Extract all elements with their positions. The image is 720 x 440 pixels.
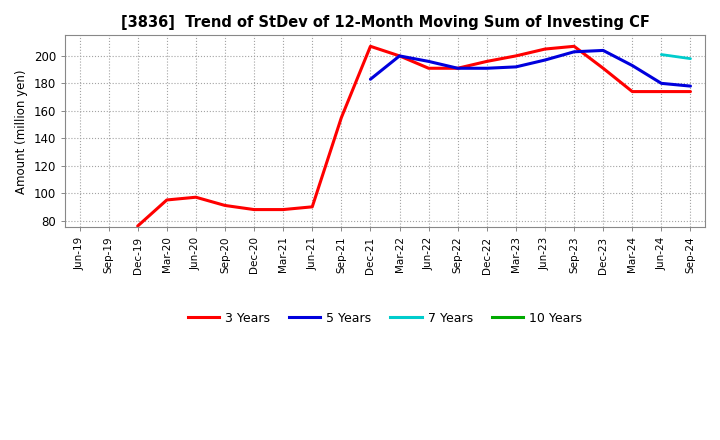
5 Years	[454, 66, 462, 71]
3 Years	[454, 66, 462, 71]
5 Years	[482, 66, 491, 71]
7 Years	[686, 56, 695, 61]
Y-axis label: Amount (million yen): Amount (million yen)	[15, 69, 28, 194]
5 Years	[366, 77, 374, 82]
3 Years	[133, 224, 142, 229]
3 Years	[220, 203, 229, 208]
3 Years	[163, 197, 171, 202]
3 Years	[279, 207, 287, 212]
3 Years	[308, 204, 317, 209]
5 Years	[395, 53, 404, 59]
3 Years	[570, 44, 578, 49]
3 Years	[482, 59, 491, 64]
5 Years	[570, 49, 578, 55]
5 Years	[628, 63, 636, 68]
3 Years	[628, 89, 636, 94]
3 Years	[657, 89, 666, 94]
Line: 3 Years: 3 Years	[138, 46, 690, 226]
3 Years	[250, 207, 258, 212]
3 Years	[366, 44, 374, 49]
5 Years	[512, 64, 521, 70]
3 Years	[599, 66, 608, 71]
3 Years	[337, 115, 346, 120]
3 Years	[395, 53, 404, 59]
5 Years	[541, 57, 549, 62]
3 Years	[686, 89, 695, 94]
7 Years	[657, 52, 666, 57]
Title: [3836]  Trend of StDev of 12-Month Moving Sum of Investing CF: [3836] Trend of StDev of 12-Month Moving…	[120, 15, 649, 30]
5 Years	[424, 59, 433, 64]
5 Years	[657, 81, 666, 86]
3 Years	[541, 46, 549, 51]
3 Years	[192, 194, 200, 200]
Legend: 3 Years, 5 Years, 7 Years, 10 Years: 3 Years, 5 Years, 7 Years, 10 Years	[183, 307, 588, 330]
5 Years	[686, 84, 695, 89]
3 Years	[512, 53, 521, 59]
3 Years	[424, 66, 433, 71]
5 Years	[599, 48, 608, 53]
Line: 7 Years: 7 Years	[662, 55, 690, 59]
Line: 5 Years: 5 Years	[370, 51, 690, 86]
